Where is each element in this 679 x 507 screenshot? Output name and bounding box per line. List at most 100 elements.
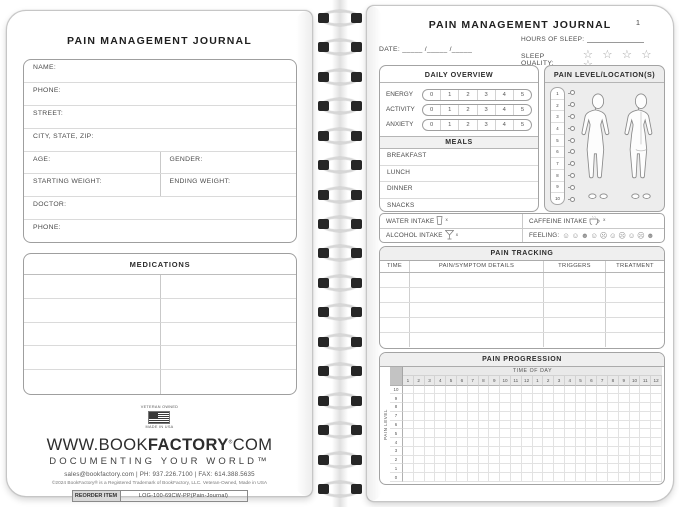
progression-cell bbox=[575, 438, 587, 447]
progression-cell bbox=[532, 438, 544, 447]
binding-loop bbox=[305, 386, 375, 415]
binding-loop bbox=[305, 445, 375, 474]
pain-level-scale: 1 2 3 4 5 6 7 8 9 10 bbox=[550, 87, 565, 205]
progression-cell bbox=[489, 411, 501, 421]
pain-location-title: PAIN LEVEL/LOCATION(S) bbox=[545, 66, 664, 83]
water-multiplier: x bbox=[445, 217, 448, 222]
progression-cell bbox=[446, 473, 457, 482]
progression-cell bbox=[435, 473, 447, 482]
pain-tracking-table: TIME PAIN/SYMPTOM DETAILS TRIGGERS TREATMEN… bbox=[380, 260, 664, 347]
progression-cell bbox=[543, 411, 555, 421]
progression-cell bbox=[521, 438, 533, 447]
pain-scale-circle bbox=[568, 102, 575, 108]
progression-cell bbox=[532, 455, 544, 465]
tracking-cell bbox=[410, 273, 544, 287]
progression-cell bbox=[608, 403, 619, 412]
daily-overview-title: DAILY OVERVIEW bbox=[380, 66, 538, 83]
progression-cell bbox=[564, 411, 576, 421]
progression-cell bbox=[446, 464, 457, 474]
punch-hole-right bbox=[351, 219, 362, 230]
pain-level-row-label: 0 bbox=[390, 473, 403, 482]
progression-cell bbox=[467, 420, 479, 430]
tracking-cell bbox=[380, 317, 410, 332]
hour-header-cell: 8 bbox=[608, 376, 619, 386]
punch-hole-right bbox=[351, 395, 362, 406]
medication-cell bbox=[24, 299, 160, 323]
pain-scale-number: 8 bbox=[551, 170, 564, 182]
progression-cell bbox=[489, 438, 501, 447]
hour-header-cell: 8 bbox=[478, 376, 490, 386]
progression-cell bbox=[510, 394, 522, 404]
progression-cell bbox=[554, 420, 565, 430]
progression-cell bbox=[640, 464, 652, 474]
progression-cell bbox=[413, 385, 425, 395]
progression-cell bbox=[608, 385, 619, 395]
binding-loop bbox=[305, 327, 375, 356]
progression-cell bbox=[521, 464, 533, 474]
punch-hole-left bbox=[318, 248, 329, 259]
tracking-empty-row bbox=[380, 332, 664, 347]
progression-cell bbox=[413, 411, 425, 421]
pain-scale-circle bbox=[568, 137, 575, 143]
progression-cell bbox=[640, 403, 652, 412]
reorder-item-code: LOG-100-69CW-PP(Pain-Journal) bbox=[138, 492, 229, 499]
punch-hole-right bbox=[351, 425, 362, 436]
rating-value: 0 bbox=[429, 121, 434, 128]
progression-cell bbox=[597, 473, 609, 482]
hours-of-sleep-label: HOURS OF SLEEP: bbox=[521, 36, 585, 43]
progression-cell bbox=[564, 438, 576, 447]
progression-cell bbox=[500, 429, 511, 439]
punch-hole-right bbox=[351, 366, 362, 377]
binding-loop bbox=[305, 298, 375, 327]
progression-cell bbox=[456, 411, 468, 421]
progression-cell bbox=[446, 420, 457, 430]
binding-loop bbox=[305, 91, 375, 120]
progression-cell bbox=[424, 438, 436, 447]
progression-cell bbox=[651, 420, 662, 430]
progression-cell bbox=[510, 429, 522, 439]
hour-header-cell: 2 bbox=[543, 376, 555, 386]
progression-cell bbox=[456, 385, 468, 395]
progression-cell bbox=[651, 446, 662, 456]
progression-cell bbox=[651, 403, 662, 412]
rating-value: 5 bbox=[512, 119, 531, 130]
pain-level-row-label: 3 bbox=[390, 446, 403, 456]
progression-cell bbox=[456, 438, 468, 447]
rating-value: 3 bbox=[476, 104, 495, 115]
progression-cell bbox=[403, 446, 414, 456]
pain-level-row-label: 9 bbox=[390, 394, 403, 404]
intake-box: WATER INTAKE x CAFFEINE INTAKE x ALCOHOL… bbox=[379, 213, 665, 243]
info-field-label: PHONE: bbox=[33, 86, 61, 94]
meals-title: MEALS bbox=[380, 136, 538, 149]
progression-cell bbox=[532, 394, 544, 404]
made-in-usa-label: MADE IN USA bbox=[145, 424, 174, 429]
progression-cell bbox=[424, 446, 436, 456]
progression-cell bbox=[629, 438, 641, 447]
flag-canton bbox=[149, 411, 159, 418]
progression-cell bbox=[597, 438, 609, 447]
progression-cell bbox=[608, 464, 619, 474]
date-label: DATE: bbox=[379, 46, 401, 53]
progression-cell bbox=[575, 394, 587, 404]
progression-cell bbox=[478, 473, 490, 482]
progression-cell bbox=[586, 403, 598, 412]
punch-hole-left bbox=[318, 12, 329, 23]
progression-cell bbox=[424, 429, 436, 439]
info-row: DOCTOR: bbox=[24, 197, 296, 221]
progression-cell bbox=[597, 411, 609, 421]
punch-hole-right bbox=[351, 71, 362, 82]
tracking-cell bbox=[544, 317, 606, 332]
hour-header-cell: 10 bbox=[629, 376, 641, 386]
progression-cell bbox=[629, 455, 641, 465]
progression-cell bbox=[640, 429, 652, 439]
progression-cell bbox=[618, 411, 630, 421]
binding-loop bbox=[305, 62, 375, 91]
pain-level-row-label: 1 bbox=[390, 464, 403, 474]
progression-cell bbox=[478, 446, 490, 456]
progression-cell bbox=[543, 446, 555, 456]
meal-row: DINNER bbox=[380, 182, 538, 199]
medication-cell bbox=[24, 346, 160, 371]
medication-cell bbox=[24, 275, 160, 299]
progression-cell bbox=[629, 411, 641, 421]
